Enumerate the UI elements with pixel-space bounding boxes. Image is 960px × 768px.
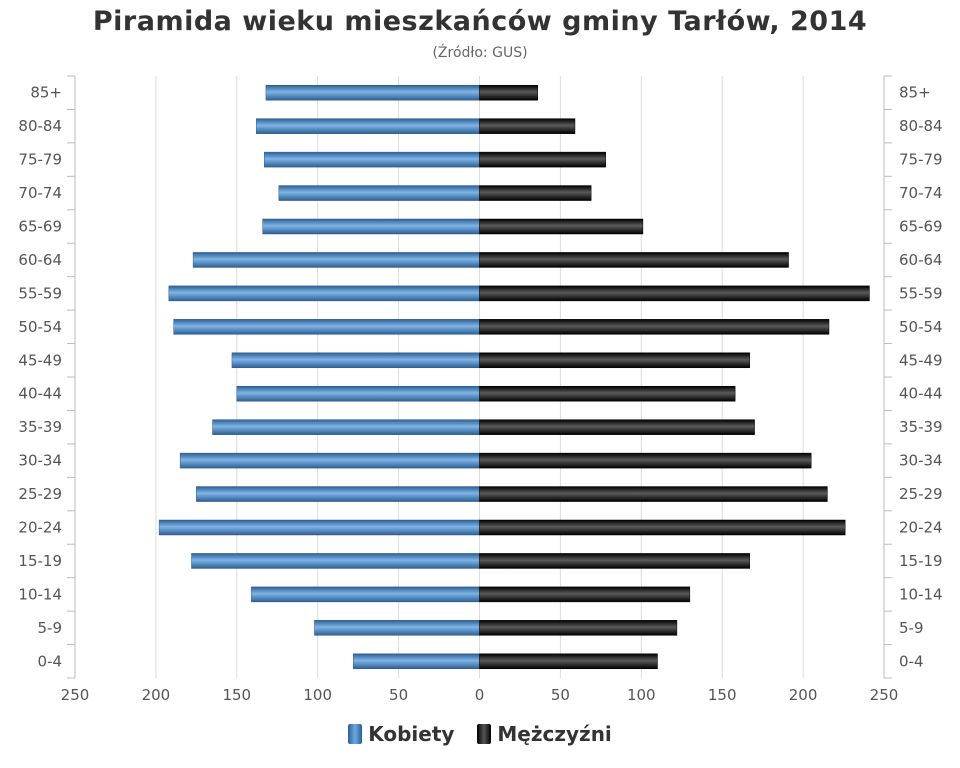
legend-label-kobiety: Kobiety — [368, 722, 455, 746]
chart-subtitle: (Źródło: GUS) — [432, 45, 528, 61]
bar-mezczyzni[interactable] — [479, 452, 812, 469]
y-category-label-left: 60-64 — [18, 251, 62, 269]
y-category-label-right: 70-74 — [899, 184, 943, 202]
bar-kobiety[interactable] — [158, 519, 480, 536]
y-category-label-left: 5-9 — [38, 619, 63, 637]
bar-mezczyzni[interactable] — [479, 252, 789, 268]
y-category-label-right: 5-9 — [899, 619, 924, 637]
y-category-label-right: 85+ — [899, 84, 931, 102]
y-category-label-right: 10-14 — [899, 585, 943, 603]
x-tick-label: 150 — [708, 686, 737, 704]
y-category-label-right: 30-34 — [899, 452, 943, 470]
y-category-label-right: 15-19 — [899, 552, 943, 570]
bar-kobiety[interactable] — [196, 486, 480, 502]
x-tick-label: 100 — [303, 686, 332, 704]
x-tick-label: 50 — [551, 686, 570, 704]
bar-kobiety[interactable] — [264, 151, 480, 168]
y-category-label-left: 30-34 — [18, 452, 62, 470]
legend-swatch-mezczyzni — [477, 724, 492, 744]
y-category-label-left: 75-79 — [18, 151, 62, 169]
bar-kobiety[interactable] — [231, 352, 480, 369]
y-category-label-right: 40-44 — [899, 385, 943, 403]
bar-kobiety[interactable] — [265, 84, 480, 101]
bar-mezczyzni[interactable] — [479, 486, 828, 502]
bar-kobiety[interactable] — [173, 319, 480, 335]
y-category-label-left: 20-24 — [18, 519, 62, 537]
y-category-label-right: 75-79 — [899, 151, 943, 169]
bar-mezczyzni[interactable] — [479, 319, 830, 335]
bar-kobiety[interactable] — [251, 586, 480, 603]
bar-mezczyzni[interactable] — [479, 586, 691, 603]
x-tick-label: 200 — [142, 686, 171, 704]
x-tick-label: 200 — [789, 686, 818, 704]
y-category-label-left: 35-39 — [18, 418, 62, 436]
y-category-label-left: 55-59 — [18, 284, 62, 302]
y-category-label-right: 20-24 — [899, 519, 943, 537]
x-tick-label: 150 — [222, 686, 251, 704]
axis-layer — [67, 75, 892, 679]
y-category-label-right: 55-59 — [899, 284, 943, 302]
y-category-label-left: 25-29 — [18, 485, 62, 503]
y-category-label-left: 45-49 — [18, 351, 62, 369]
bar-mezczyzni[interactable] — [479, 84, 538, 101]
y-category-label-right: 35-39 — [899, 418, 943, 436]
x-tick-label: 50 — [389, 686, 408, 704]
legend-swatch-kobiety — [348, 724, 363, 744]
bar-kobiety[interactable] — [255, 118, 480, 134]
legend-label-mezczyzni: Mężczyźni — [497, 722, 612, 746]
bar-kobiety[interactable] — [168, 285, 480, 302]
y-category-label-left: 65-69 — [18, 218, 62, 236]
bar-kobiety[interactable] — [262, 218, 480, 235]
bar-mezczyzni[interactable] — [479, 519, 846, 536]
x-tick-label: 250 — [870, 686, 899, 704]
y-category-label-left: 80-84 — [18, 117, 62, 135]
bar-mezczyzni[interactable] — [479, 553, 750, 569]
y-category-label-left: 40-44 — [18, 385, 62, 403]
chart-title: Piramida wieku mieszkańców gminy Tarłów,… — [92, 6, 868, 37]
y-category-label-right: 0-4 — [899, 652, 924, 670]
y-category-label-left: 70-74 — [18, 184, 62, 202]
legend-item-mezczyzni[interactable]: Mężczyźni — [477, 722, 612, 746]
bar-kobiety[interactable] — [314, 620, 480, 636]
bar-kobiety[interactable] — [353, 653, 480, 670]
y-category-label-right: 50-54 — [899, 318, 943, 336]
bar-mezczyzni[interactable] — [479, 385, 736, 402]
y-category-label-right: 80-84 — [899, 117, 943, 135]
bar-mezczyzni[interactable] — [479, 118, 576, 134]
bar-mezczyzni[interactable] — [479, 285, 870, 302]
bar-mezczyzni[interactable] — [479, 419, 755, 435]
y-category-label-right: 45-49 — [899, 351, 943, 369]
bar-layer — [158, 84, 870, 670]
bar-kobiety[interactable] — [179, 452, 480, 469]
bar-mezczyzni[interactable] — [479, 185, 592, 201]
y-category-label-left: 15-19 — [18, 552, 62, 570]
bar-kobiety[interactable] — [278, 185, 480, 201]
legend: Kobiety Mężczyźni — [0, 722, 960, 749]
y-category-label-right: 25-29 — [899, 485, 943, 503]
bar-kobiety[interactable] — [191, 553, 480, 569]
bar-mezczyzni[interactable] — [479, 352, 750, 369]
bar-mezczyzni[interactable] — [479, 620, 678, 636]
bar-mezczyzni[interactable] — [479, 151, 606, 168]
label-layer: 250 200 150 100 50 0 50 100 150 200 250 85+ 85+ 80-84… — [18, 84, 942, 704]
bar-kobiety[interactable] — [192, 252, 480, 268]
y-category-label-right: 65-69 — [899, 218, 943, 236]
bar-mezczyzni[interactable] — [479, 653, 658, 670]
y-category-label-left: 0-4 — [38, 652, 63, 670]
bar-kobiety[interactable] — [236, 385, 480, 402]
x-tick-label: 100 — [627, 686, 656, 704]
x-tick-label: 0 — [475, 686, 485, 704]
x-tick-label: 250 — [61, 686, 90, 704]
bar-mezczyzni[interactable] — [479, 218, 644, 235]
y-category-label-left: 85+ — [30, 84, 62, 102]
y-category-label-left: 50-54 — [18, 318, 62, 336]
legend-item-kobiety[interactable]: Kobiety — [348, 722, 454, 746]
y-category-label-right: 60-64 — [899, 251, 943, 269]
y-category-label-left: 10-14 — [18, 585, 62, 603]
bar-kobiety[interactable] — [212, 419, 480, 435]
